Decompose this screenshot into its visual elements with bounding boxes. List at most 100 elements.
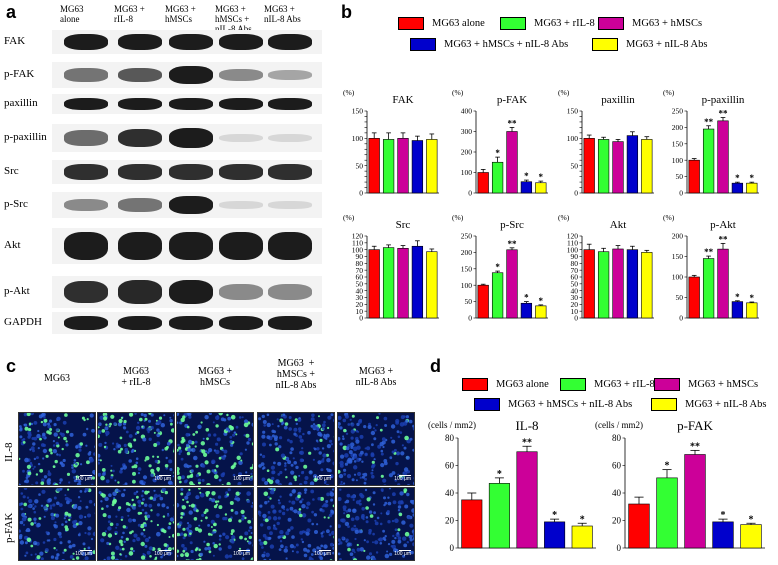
nucleus bbox=[114, 479, 117, 482]
lane-header: MG63 + nIL-8 Abs bbox=[264, 4, 301, 24]
stained-cell bbox=[136, 431, 140, 434]
nucleus bbox=[113, 448, 116, 451]
stained-cell bbox=[249, 466, 253, 470]
nucleus bbox=[142, 437, 147, 442]
significance-mark: * bbox=[539, 172, 544, 182]
nucleus bbox=[43, 515, 46, 518]
nucleus bbox=[28, 433, 32, 437]
nucleus bbox=[189, 541, 193, 545]
nucleus bbox=[144, 503, 148, 507]
nucleus bbox=[98, 491, 102, 495]
nucleus bbox=[307, 430, 311, 435]
micrograph-canvas bbox=[177, 413, 253, 485]
nucleus bbox=[222, 456, 226, 460]
nucleus bbox=[393, 448, 397, 452]
nucleus bbox=[156, 531, 161, 537]
stained-cell bbox=[206, 469, 211, 474]
micrograph-canvas bbox=[19, 413, 95, 485]
nucleus bbox=[211, 459, 216, 464]
nucleus bbox=[289, 440, 293, 444]
nucleus bbox=[352, 508, 357, 514]
micrograph-column-header: MG63 bbox=[43, 373, 71, 384]
nucleus bbox=[37, 429, 40, 433]
nucleus bbox=[207, 451, 210, 454]
nucleus bbox=[71, 469, 76, 474]
nucleus bbox=[78, 521, 83, 526]
nucleus bbox=[43, 475, 48, 479]
nucleus bbox=[85, 505, 89, 509]
chart-ylabel: (cells / mm2) bbox=[595, 420, 643, 430]
nucleus bbox=[310, 417, 315, 422]
stained-cell bbox=[215, 424, 219, 428]
nucleus bbox=[92, 531, 95, 537]
nucleus bbox=[249, 526, 253, 530]
y-tick-label: 300 bbox=[461, 127, 473, 136]
nucleus bbox=[329, 492, 334, 497]
nucleus bbox=[94, 548, 95, 551]
nucleus bbox=[343, 512, 346, 515]
stained-cell bbox=[99, 459, 102, 462]
nucleus bbox=[212, 421, 215, 424]
nucleus bbox=[289, 506, 294, 511]
micrograph-canvas bbox=[177, 488, 253, 560]
stained-cell bbox=[266, 469, 270, 472]
stained-cell bbox=[122, 525, 126, 529]
legend-item: MG63 + hMSCs bbox=[598, 17, 702, 30]
nucleus bbox=[299, 450, 304, 455]
nucleus bbox=[347, 444, 351, 448]
nucleus bbox=[42, 432, 46, 437]
nucleus bbox=[89, 457, 94, 463]
nucleus bbox=[190, 469, 194, 473]
nucleus bbox=[309, 481, 315, 485]
stained-cell bbox=[318, 415, 320, 418]
nucleus bbox=[87, 532, 91, 536]
nucleus bbox=[199, 552, 204, 557]
stained-cell bbox=[356, 543, 359, 547]
nucleus bbox=[286, 508, 289, 512]
nucleus bbox=[229, 435, 233, 439]
bar bbox=[368, 249, 380, 319]
legend-swatch bbox=[398, 17, 424, 30]
nucleus bbox=[94, 512, 95, 515]
stained-cell bbox=[45, 454, 49, 458]
nucleus bbox=[211, 531, 215, 535]
y-tick-label: 40 bbox=[612, 488, 622, 498]
nucleus bbox=[218, 538, 222, 541]
bar bbox=[746, 302, 758, 319]
nucleus bbox=[250, 532, 253, 534]
y-tick-label: 20 bbox=[612, 516, 622, 526]
nucleus bbox=[156, 441, 161, 446]
y-tick-label: 0 bbox=[468, 314, 472, 323]
nucleus bbox=[195, 474, 199, 478]
nucleus bbox=[361, 513, 365, 518]
nucleus bbox=[173, 446, 174, 449]
nucleus bbox=[311, 522, 314, 526]
nucleus bbox=[289, 493, 293, 497]
y-tick-label: 60 bbox=[445, 461, 455, 471]
nucleus bbox=[61, 558, 65, 560]
nucleus bbox=[201, 513, 205, 517]
legend-swatch bbox=[462, 378, 488, 391]
nucleus bbox=[384, 553, 390, 559]
nucleus bbox=[198, 524, 201, 527]
y-tick-label: 80 bbox=[571, 259, 579, 268]
nucleus bbox=[19, 483, 22, 485]
nucleus bbox=[165, 456, 168, 460]
legend-swatch bbox=[560, 378, 586, 391]
stained-cell bbox=[142, 528, 146, 532]
micrograph-column-header: MG63 + hMSCs + nIL-8 Abs bbox=[275, 358, 317, 391]
y-tick-label: 110 bbox=[567, 238, 578, 247]
nucleus bbox=[148, 419, 151, 423]
nucleus bbox=[412, 424, 414, 428]
nucleus bbox=[154, 459, 159, 464]
nucleus bbox=[350, 517, 355, 522]
significance-mark: * bbox=[495, 262, 500, 272]
stained-cell bbox=[39, 437, 42, 441]
blot-band bbox=[219, 98, 263, 110]
nucleus bbox=[338, 425, 340, 428]
blot-strip bbox=[52, 228, 322, 264]
nucleus bbox=[354, 529, 359, 534]
nucleus bbox=[271, 470, 276, 475]
